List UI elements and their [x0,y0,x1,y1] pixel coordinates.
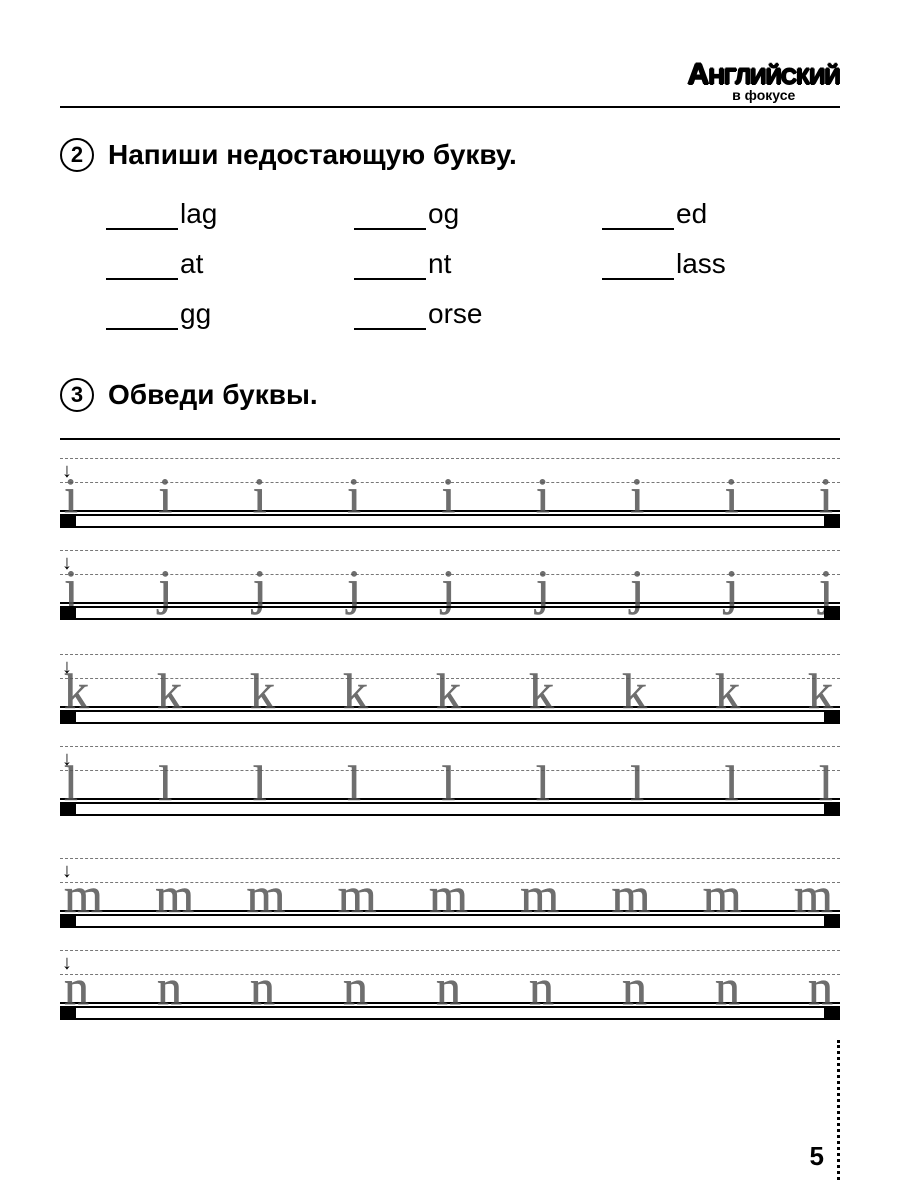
fill-item[interactable]: at [106,248,344,280]
guide-line [60,550,840,551]
fill-blank-grid: lag og ed at nt lass gg orse [106,198,840,330]
blank-line[interactable] [106,206,178,230]
writing-bar [60,1006,840,1020]
word-suffix: lass [676,248,726,280]
guide-line [60,458,840,459]
guide-line [60,654,840,655]
writing-bar [60,606,840,620]
logo-line1: АНГЛИЙСКИЙ [688,60,841,90]
word-suffix: gg [180,298,211,330]
fill-item[interactable]: lag [106,198,344,230]
logo-capital: А [688,58,709,91]
page-number: 5 [810,1141,824,1172]
blank-line[interactable] [602,206,674,230]
fill-item[interactable]: gg [106,298,344,330]
tracing-area: ↓iiiiiiiii↓jjjjjjjjj↓kkkkkkkkk↓lllllllll… [60,438,840,1028]
logo-line2: в фокусе [688,88,841,102]
fill-item[interactable]: og [354,198,592,230]
writing-bar [60,514,840,528]
writing-bar [60,914,840,928]
corner-dots-vertical [837,1040,840,1180]
trace-row-j[interactable]: ↓jjjjjjjjj [60,544,840,640]
exercise-number-3: 3 [60,378,94,412]
writing-bar [60,710,840,724]
blank-line[interactable] [602,256,674,280]
fill-item[interactable]: ed [602,198,840,230]
logo-rest: НГЛИЙСКИЙ [709,64,840,89]
word-suffix: at [180,248,203,280]
guide-line [60,950,840,951]
exercise-2-heading: 2 Напиши недостающую букву. [60,138,840,172]
guide-line [60,746,840,747]
trace-row-n[interactable]: ↓nnnnnnnnn [60,944,840,1028]
writing-bar [60,802,840,816]
trace-row-i[interactable]: ↓iiiiiiiii [60,452,840,536]
book-logo: АНГЛИЙСКИЙ в фокусе [688,60,841,102]
blank-line[interactable] [106,306,178,330]
guide-line [60,858,840,859]
blank-line[interactable] [354,306,426,330]
fill-item[interactable]: lass [602,248,840,280]
trace-row-m[interactable]: ↓mmmmmmmmm [60,852,840,936]
fill-item[interactable]: nt [354,248,592,280]
blank-line[interactable] [106,256,178,280]
word-suffix: orse [428,298,482,330]
word-suffix: lag [180,198,217,230]
blank-line[interactable] [354,206,426,230]
exercise-3-heading: 3 Обведи буквы. [60,378,840,412]
word-suffix: og [428,198,459,230]
trace-row-l[interactable]: ↓lllllllll [60,740,840,824]
exercise-2-title: Напиши недостающую букву. [108,139,517,171]
page-header: АНГЛИЙСКИЙ в фокусе [60,60,840,108]
word-suffix: ed [676,198,707,230]
trace-row-k[interactable]: ↓kkkkkkkkk [60,648,840,732]
exercise-3-title: Обведи буквы. [108,379,318,411]
blank-line[interactable] [354,256,426,280]
exercise-number-2: 2 [60,138,94,172]
fill-item[interactable]: orse [354,298,592,330]
word-suffix: nt [428,248,451,280]
